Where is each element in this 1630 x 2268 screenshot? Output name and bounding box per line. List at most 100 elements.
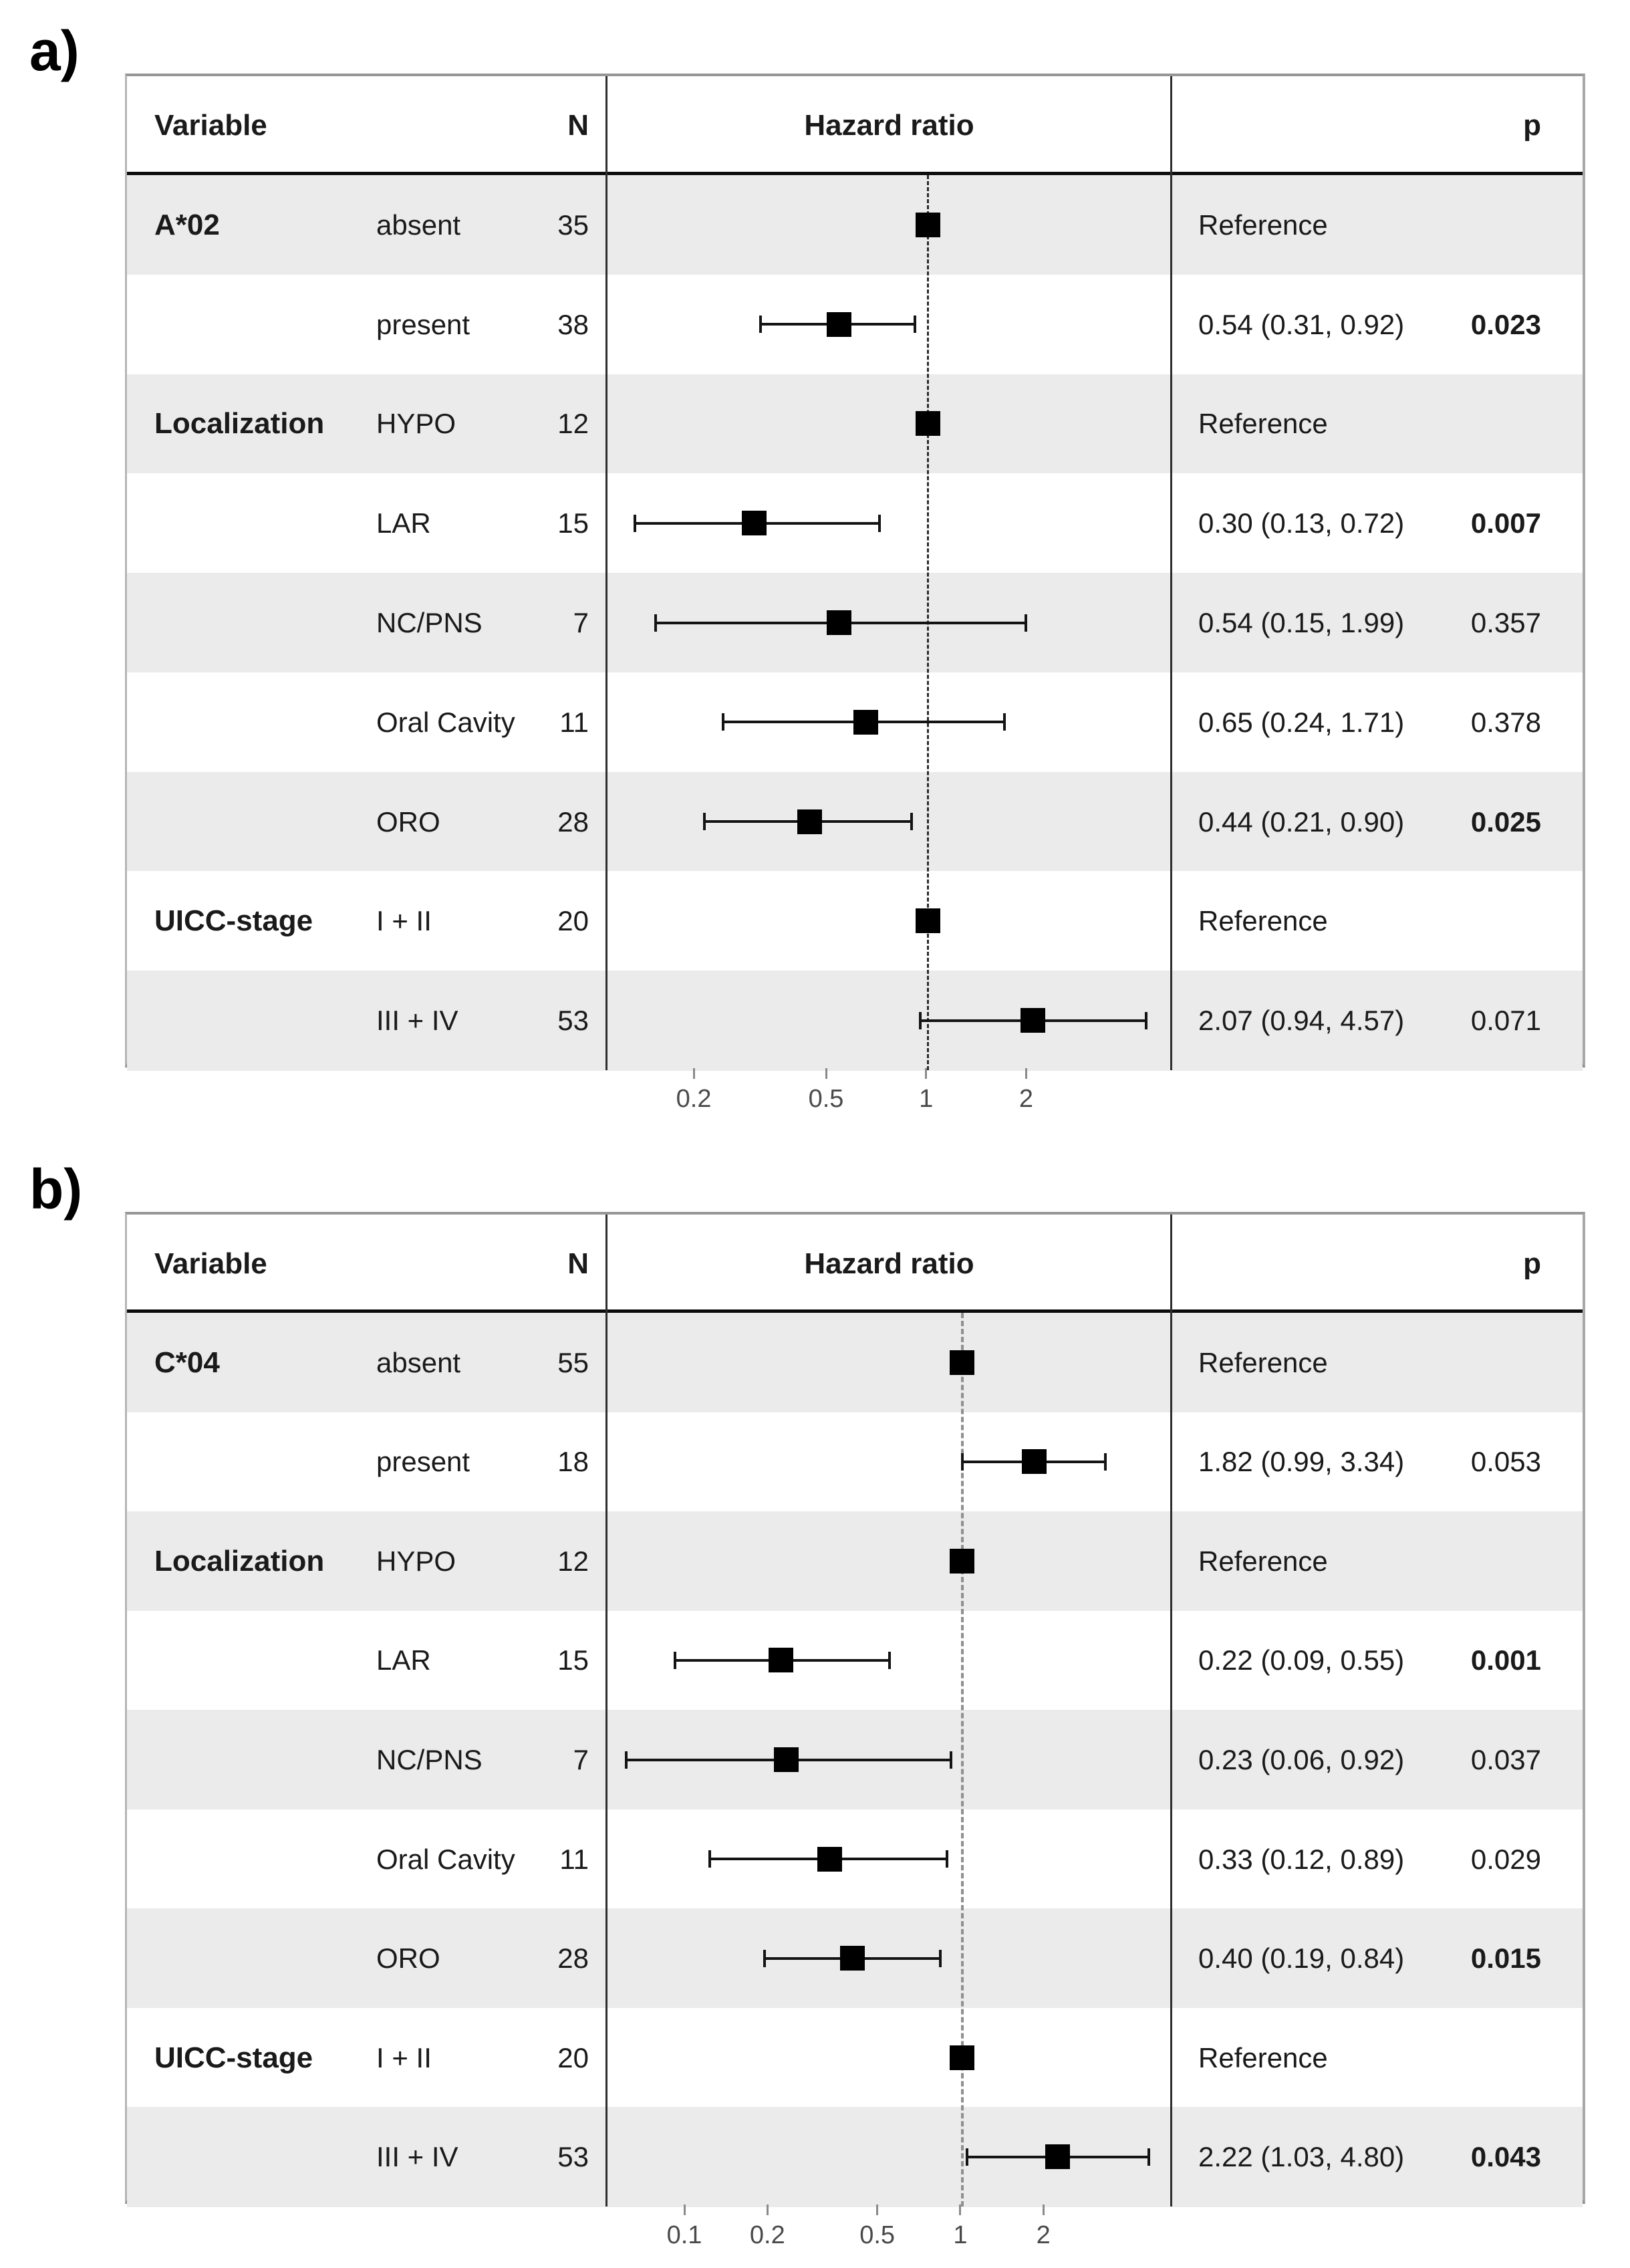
p-value: 0.025 [1470,805,1541,838]
estimate-ci-label: 1.82 (0.99, 3.34) [1198,1446,1405,1478]
p-value: 0.053 [1470,1446,1541,1478]
point-marker [827,610,852,635]
n-value: 7 [573,1744,589,1775]
axis-tick [876,2204,879,2215]
level-label: Oral Cavity [376,706,515,738]
column-header-n: N [567,109,589,142]
estimate-ci-label: 0.65 (0.24, 1.71) [1198,706,1405,738]
table-row: UICC-stage I + II 20 Reference [127,2007,1583,2108]
axis-tick-label: 1 [919,1085,934,1113]
error-bar-cap-left [763,1949,767,1967]
estimate-ci-label: 0.54 (0.31, 0.92) [1198,308,1405,340]
axis-tick [766,2204,769,2215]
n-value: 15 [557,507,589,539]
point-marker [950,1350,975,1375]
p-value: 0.043 [1470,2141,1541,2173]
level-label: LAR [376,507,431,539]
column-separator [605,1215,607,2207]
point-marker [773,1747,799,1773]
panel-a-table: Variable N Hazard ratio p A*02 absent 35 Re… [125,74,1585,1071]
axis-tick [959,2204,962,2215]
error-bar-cap-left [961,1453,964,1471]
p-value: 0.029 [1470,1843,1541,1875]
column-separator [605,76,607,1070]
error-bar-cap-left [966,2148,969,2166]
table-row: C*04 absent 55 Reference [127,1313,1583,1413]
point-marker [916,212,941,237]
axis-tick-label: 0.5 [808,1085,844,1113]
n-value: 28 [557,1942,589,1975]
estimate-ci-label: 0.30 (0.13, 0.72) [1198,507,1405,539]
panel-b-table: Variable N Hazard ratio p C*04 absent 55 Re… [125,1212,1585,2208]
table-row: III + IV 53 2.22 (1.03, 4.80) 0.043 [127,2107,1583,2208]
estimate-ci-label: 0.23 (0.06, 0.92) [1198,1744,1405,1775]
error-bar-cap-right [938,1949,942,1967]
n-value: 20 [557,905,589,937]
error-bar-cap-left [919,1011,922,1029]
point-marker [1045,2144,1071,2170]
axis-tick-label: 2 [1018,1085,1034,1113]
error-bar-cap-left [759,316,762,334]
n-value: 12 [557,1545,589,1577]
n-value: 15 [557,1644,589,1676]
n-value: 12 [557,408,589,440]
p-value: 0.007 [1470,507,1541,539]
estimate-ci-label: 0.40 (0.19, 0.84) [1198,1942,1405,1975]
point-marker [916,411,941,436]
estimate-ci-label: Reference [1198,1545,1328,1577]
estimate-ci-label: 0.54 (0.15, 1.99) [1198,606,1405,638]
variable-label: C*04 [154,1346,220,1379]
point-marker [742,511,767,536]
n-value: 18 [557,1446,589,1478]
table-row: Localization HYPO 12 Reference [127,374,1583,475]
column-separator [1170,76,1172,1070]
p-value: 0.001 [1470,1644,1541,1676]
error-bar-cap-right [1147,2148,1151,2166]
error-bar-cap-left [634,514,637,532]
variable-label: UICC-stage [154,904,313,938]
level-label: present [376,1446,470,1478]
axis-tick-label: 2 [1036,2221,1051,2249]
level-label: HYPO [376,408,456,440]
error-bar-cap-right [949,1751,952,1769]
n-value: 20 [557,2041,589,2073]
column-header-variable: Variable [154,1247,267,1280]
axis-tick-label: 0.5 [859,2221,896,2249]
p-value: 0.023 [1470,308,1541,340]
point-marker [1021,1449,1047,1475]
error-bar-cap-left [722,713,725,731]
level-label: I + II [376,905,432,937]
error-bar-cap-left [654,614,657,632]
table-row: present 18 1.82 (0.99, 3.34) 0.053 [127,1412,1583,1513]
estimate-ci-label: 0.33 (0.12, 0.89) [1198,1843,1405,1875]
column-header-n: N [567,1247,589,1280]
variable-label: UICC-stage [154,2041,313,2074]
estimate-ci-label: Reference [1198,1346,1328,1378]
point-marker [853,709,879,735]
point-marker [827,311,852,337]
error-bar-cap-right [877,514,881,532]
column-header-p: p [1523,1247,1541,1280]
variable-label: Localization [154,1544,325,1578]
error-bar-cap-left [674,1651,677,1669]
panel-b: Variable N Hazard ratio p C*04 absent 55 Re… [125,1212,1585,2268]
table-row: III + IV 53 2.07 (0.94, 4.57) 0.071 [127,971,1583,1071]
header-rule [127,172,1583,175]
error-bar-cap-right [888,1651,891,1669]
reference-line [960,1313,964,2207]
level-label: Oral Cavity [376,1843,515,1875]
level-label: III + IV [376,2141,458,2173]
axis-tick-label: 1 [953,2221,968,2249]
axis-tick-label: 0.2 [749,2221,785,2249]
panel-a-label: a) [29,19,80,82]
point-marker [840,1946,865,1971]
estimate-ci-label: 0.22 (0.09, 0.55) [1198,1644,1405,1676]
level-label: LAR [376,1644,431,1676]
axis-tick [1042,2204,1045,2215]
error-bar-cap-right [1002,713,1006,731]
p-value: 0.015 [1470,1942,1541,1975]
p-value: 0.357 [1470,606,1541,638]
table-row: A*02 absent 35 Reference [127,175,1583,275]
n-value: 35 [557,209,589,241]
